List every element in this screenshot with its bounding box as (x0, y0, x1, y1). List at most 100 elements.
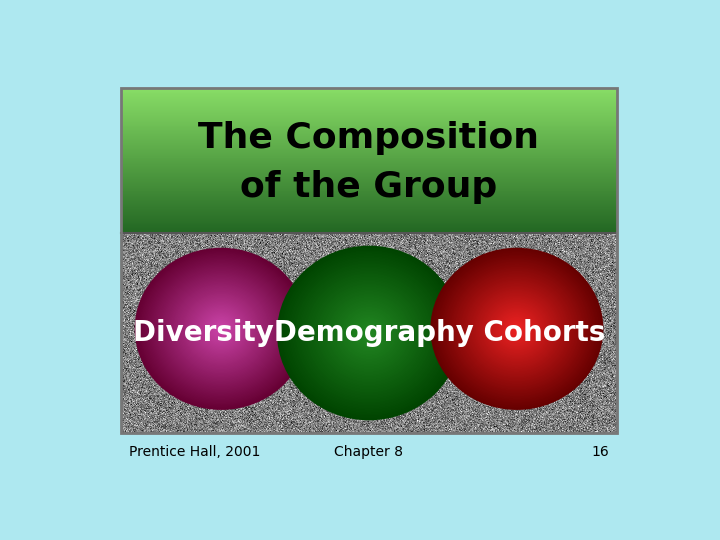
Ellipse shape (504, 316, 530, 341)
Bar (121, 230, 617, 231)
Bar (121, 185, 617, 186)
Ellipse shape (298, 266, 440, 400)
Ellipse shape (311, 278, 427, 388)
Ellipse shape (452, 268, 582, 390)
Bar (121, 197, 617, 198)
Ellipse shape (510, 322, 524, 335)
Ellipse shape (354, 319, 384, 348)
Ellipse shape (186, 296, 256, 361)
Bar (121, 183, 617, 184)
Ellipse shape (286, 254, 452, 411)
Bar (121, 148, 617, 149)
Ellipse shape (198, 307, 244, 350)
Ellipse shape (214, 322, 228, 335)
Ellipse shape (336, 301, 402, 365)
Ellipse shape (497, 310, 537, 348)
Ellipse shape (481, 295, 553, 363)
Bar (121, 119, 617, 120)
Ellipse shape (145, 257, 297, 401)
Ellipse shape (212, 321, 230, 337)
Bar (121, 131, 617, 132)
Ellipse shape (202, 311, 240, 346)
Ellipse shape (355, 320, 383, 346)
Bar (121, 209, 617, 210)
Bar (121, 173, 617, 174)
Ellipse shape (337, 302, 401, 363)
Bar (121, 143, 617, 144)
Ellipse shape (508, 321, 526, 337)
Text: The Composition: The Composition (199, 120, 539, 154)
Ellipse shape (149, 261, 293, 396)
Ellipse shape (459, 275, 575, 383)
Bar (121, 110, 617, 111)
Bar (121, 166, 617, 167)
Bar (121, 124, 617, 125)
Ellipse shape (348, 313, 390, 353)
Bar (121, 231, 617, 232)
Bar (121, 146, 617, 147)
Ellipse shape (455, 271, 579, 387)
Ellipse shape (461, 276, 573, 382)
Ellipse shape (168, 279, 274, 379)
Ellipse shape (326, 292, 412, 374)
Bar (121, 135, 617, 136)
Bar (121, 158, 617, 159)
Ellipse shape (444, 260, 590, 398)
Bar (121, 132, 617, 133)
Ellipse shape (436, 253, 598, 404)
Bar (121, 139, 617, 140)
Bar (121, 210, 617, 211)
Bar (121, 152, 617, 153)
Text: of the Group: of the Group (240, 171, 498, 205)
Ellipse shape (464, 279, 570, 379)
Ellipse shape (181, 291, 261, 367)
Bar (121, 194, 617, 195)
Ellipse shape (329, 295, 409, 371)
Bar (121, 184, 617, 185)
Bar (121, 198, 617, 199)
Bar (121, 136, 617, 137)
Bar (121, 92, 617, 93)
Ellipse shape (475, 289, 559, 368)
Bar (121, 169, 617, 170)
Ellipse shape (448, 264, 586, 394)
Ellipse shape (205, 314, 237, 343)
Bar (121, 224, 617, 225)
Bar (121, 172, 617, 173)
Ellipse shape (333, 300, 405, 367)
Ellipse shape (175, 286, 267, 372)
Ellipse shape (189, 299, 253, 359)
Ellipse shape (317, 284, 421, 382)
Bar (121, 201, 617, 202)
Ellipse shape (201, 310, 241, 348)
Ellipse shape (349, 314, 389, 352)
Bar (121, 205, 617, 206)
Ellipse shape (323, 289, 415, 377)
Ellipse shape (220, 327, 222, 330)
Ellipse shape (338, 304, 400, 362)
Bar (121, 220, 617, 221)
Bar (121, 98, 617, 99)
Bar (121, 129, 617, 130)
Text: Chapter 8: Chapter 8 (335, 446, 403, 460)
Ellipse shape (155, 267, 287, 391)
Bar (121, 153, 617, 154)
Ellipse shape (197, 306, 246, 352)
Bar (121, 103, 617, 104)
Ellipse shape (441, 257, 593, 401)
Ellipse shape (288, 256, 450, 410)
Ellipse shape (314, 281, 424, 386)
Bar (121, 122, 617, 123)
Ellipse shape (321, 288, 417, 378)
Ellipse shape (482, 296, 552, 361)
Bar (121, 127, 617, 129)
Ellipse shape (465, 280, 569, 377)
Bar (121, 91, 617, 92)
Ellipse shape (490, 303, 544, 354)
Ellipse shape (318, 285, 420, 381)
Ellipse shape (158, 269, 284, 388)
Bar (121, 109, 617, 110)
Ellipse shape (454, 269, 580, 388)
Bar (121, 188, 617, 190)
Ellipse shape (471, 286, 563, 372)
